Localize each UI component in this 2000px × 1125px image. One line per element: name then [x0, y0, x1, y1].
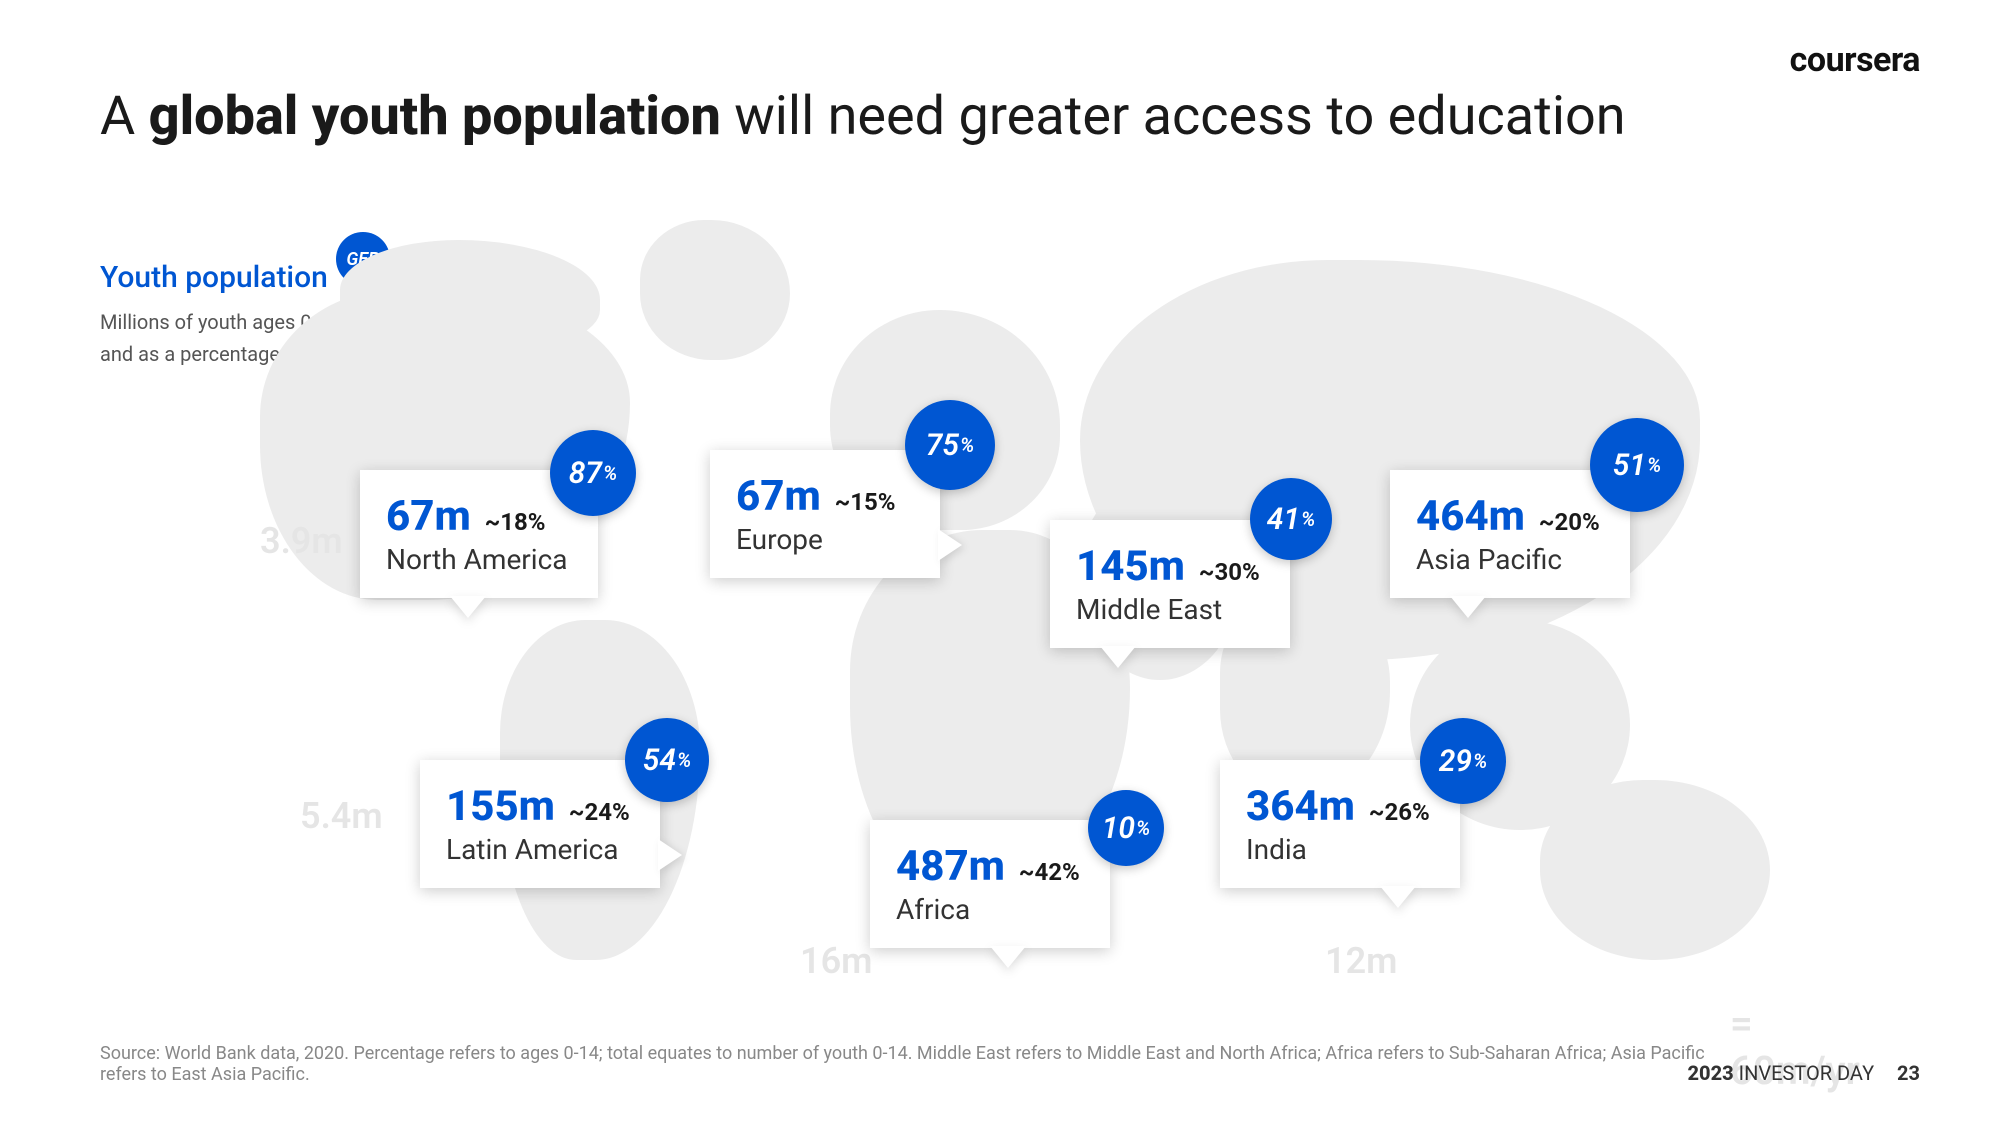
bubble-pct: 29 [1439, 744, 1472, 779]
footer-page: 23 [1897, 1061, 1920, 1085]
bubble-middle-east: 41% [1250, 478, 1332, 560]
region-card-middle-east: 145m ~30% Middle East [1050, 520, 1290, 648]
region-card-latin-america: 155m ~24% Latin America [420, 760, 660, 888]
region-name: India [1246, 833, 1430, 866]
region-name: Latin America [446, 833, 630, 866]
region-value: 155m [446, 782, 555, 831]
ghost-label: 3.9m [260, 520, 343, 562]
source-text: Source: World Bank data, 2020. Percentag… [100, 1043, 1720, 1085]
map-area: 3.9m 5.4m 16m 12m = 60m/yr 67m ~18% Nort… [210, 200, 1810, 980]
region-name: Africa [896, 893, 1080, 926]
bubble-pct: 10 [1102, 811, 1135, 846]
region-value: 67m [736, 472, 821, 521]
bubble-europe: 75% [905, 400, 995, 490]
bubble-north-america: 87% [550, 430, 636, 516]
region-pct: ~30% [1199, 558, 1260, 586]
bubble-pct: 54 [643, 743, 676, 778]
region-card-africa: 487m ~42% Africa [870, 820, 1110, 948]
footer-year: 2023 [1688, 1061, 1734, 1085]
title-bold: global youth population [149, 85, 721, 148]
region-value: 67m [386, 492, 471, 541]
region-name: Middle East [1076, 593, 1260, 626]
region-value: 487m [896, 842, 1005, 891]
page-title: A global youth population will need grea… [100, 85, 1626, 150]
region-value: 464m [1416, 492, 1525, 541]
bubble-latin-america: 54% [625, 718, 709, 802]
region-name: Europe [736, 523, 910, 556]
region-pct: ~20% [1539, 508, 1600, 536]
footer: 2023 INVESTOR DAY 23 [1688, 1061, 1920, 1085]
title-suffix: will need greater access to education [721, 85, 1626, 148]
region-name: North America [386, 543, 568, 576]
region-pct: ~42% [1019, 858, 1080, 886]
region-value: 364m [1246, 782, 1355, 831]
region-card-europe: 67m ~15% Europe [710, 450, 940, 578]
bubble-africa: 10% [1088, 790, 1164, 866]
ghost-label: 5.4m [300, 795, 383, 837]
slide: coursera A global youth population will … [0, 0, 2000, 1125]
footer-event: INVESTOR DAY [1739, 1061, 1874, 1085]
bubble-pct: 41 [1267, 502, 1300, 537]
bubble-india: 29% [1420, 718, 1506, 804]
title-prefix: A [100, 85, 149, 148]
bubble-pct: 51 [1613, 448, 1646, 483]
region-pct: ~24% [569, 798, 630, 826]
region-name: Asia Pacific [1416, 543, 1600, 576]
brand-logo: coursera [1790, 40, 1920, 80]
region-pct: ~15% [835, 488, 896, 516]
region-pct: ~26% [1369, 798, 1430, 826]
ghost-label: 16m [800, 940, 872, 982]
region-card-asia-pacific: 464m ~20% Asia Pacific [1390, 470, 1630, 598]
bubble-pct: 75 [926, 428, 959, 463]
ghost-label: 12m [1325, 940, 1397, 982]
bubble-asia-pacific: 51% [1590, 418, 1684, 512]
region-value: 145m [1076, 542, 1185, 591]
region-pct: ~18% [485, 508, 546, 536]
bubble-pct: 87 [569, 456, 602, 491]
